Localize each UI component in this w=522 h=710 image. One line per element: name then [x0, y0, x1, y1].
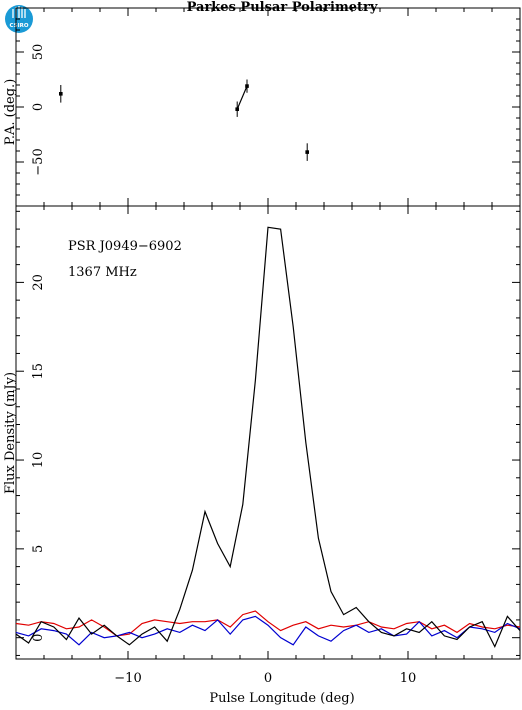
flux-y-tick-label: 0	[31, 634, 46, 642]
x-tick-label: 10	[400, 671, 417, 686]
flux-y-tick-label: 20	[31, 274, 46, 291]
frequency-label: 1367 MHz	[68, 265, 137, 280]
flux-lines	[15, 226, 521, 649]
flux-panel: −10 0 10 0 5 10 15 20 PSR J0949−6902 1367 MHz F…	[3, 205, 521, 706]
pa-points	[59, 79, 309, 161]
pa-ticks: −50 0 50	[15, 8, 521, 206]
pa-y-tick-label: 0	[31, 103, 46, 111]
flux-xlabel: Pulse Longitude (deg)	[209, 691, 354, 706]
flux-y-tick-label: 10	[31, 452, 46, 469]
x-tick-label: 0	[264, 671, 272, 686]
pa-y-tick-label: 50	[31, 44, 46, 61]
pa-y-tick-label: −50	[31, 148, 46, 175]
flux-ticks: −10 0 10 0 5 10 15 20	[15, 206, 521, 686]
total-intensity-line	[15, 226, 521, 649]
circular-polarization-line	[15, 615, 521, 646]
pa-point	[235, 107, 239, 111]
pa-connector	[236, 85, 248, 110]
linear-polarization-line	[15, 610, 521, 637]
flux-y-tick-label: 5	[31, 545, 46, 553]
flux-ylabel: Flux Density (mJy)	[3, 372, 18, 494]
pa-panel: −50 0 50 P.A. (deg.)	[3, 7, 521, 207]
flux-y-tick-label: 15	[31, 363, 46, 380]
pa-point	[305, 150, 309, 154]
pa-point	[245, 84, 249, 88]
pa-panel-frame	[15, 7, 521, 207]
csiro-logo-text: CSIRO	[9, 23, 28, 29]
x-tick-label: −10	[114, 671, 141, 686]
pulsar-name-label: PSR J0949−6902	[68, 239, 182, 254]
pa-ylabel: P.A. (deg.)	[3, 79, 18, 146]
pa-point	[59, 92, 63, 96]
